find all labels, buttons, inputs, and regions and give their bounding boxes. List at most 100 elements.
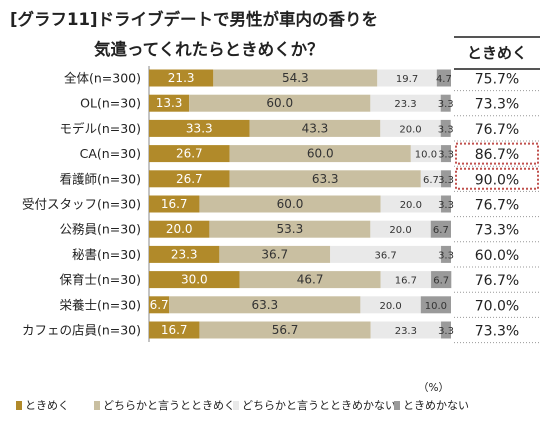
stacked-bar-chart: 全体(n=300) 21.3 54.3 19.7 4.7 75.7% OL(n=30) 13.…	[22, 66, 540, 344]
category-label: 受付スタッフ(n=30)	[22, 197, 141, 212]
data-label: 33.3	[186, 121, 213, 135]
chart-title-line2: 気遣ってくれたらときめくか？	[94, 40, 324, 59]
legend-item: どちらかと言うとときめかない	[233, 400, 396, 412]
legend-swatch	[94, 401, 100, 410]
data-label: 21.3	[168, 71, 195, 85]
data-label: 43.3	[302, 121, 329, 135]
legend-item: ときめかない	[394, 400, 469, 412]
data-label: 16.7	[395, 276, 417, 287]
total-highlight-box	[455, 142, 539, 165]
data-label: 60.0	[307, 147, 334, 161]
bar-segment	[149, 245, 220, 263]
legend-label: ときめかない	[403, 399, 469, 412]
bar-segment	[440, 94, 451, 112]
legend-item: どちらかと言うとときめく	[94, 400, 235, 412]
legend-label: どちらかと言うとときめく	[103, 399, 235, 412]
data-label: 60.0	[277, 197, 304, 211]
bar-segment	[149, 195, 200, 213]
data-label: 10.0	[415, 150, 437, 161]
data-label: 54.3	[282, 71, 309, 85]
total-value: 70.0%	[475, 298, 519, 314]
data-label: 16.7	[161, 197, 188, 211]
data-label: 6.7	[150, 298, 169, 312]
data-label: 26.7	[176, 147, 203, 161]
bar-segment	[360, 296, 421, 314]
data-label: 36.7	[374, 250, 396, 261]
bar-segment	[149, 94, 190, 112]
legend-label: ときめく	[25, 399, 69, 412]
bar-segment	[149, 271, 240, 289]
bar-segment	[431, 271, 452, 289]
bar-segment	[169, 296, 361, 314]
bar-segment	[420, 296, 451, 314]
data-label: 46.7	[297, 273, 324, 287]
data-label: 20.0	[389, 225, 411, 236]
data-label: 20.0	[166, 222, 193, 236]
bar-segment	[370, 220, 431, 238]
category-label: 全体(n=300)	[64, 71, 141, 86]
bar-segment	[199, 195, 381, 213]
bar-segment	[149, 69, 214, 87]
data-label: 20.0	[400, 200, 422, 211]
bar-segment	[149, 220, 210, 238]
data-label: 10.0	[425, 301, 447, 312]
bar-segment	[377, 69, 437, 87]
category-label: カフェの店員(n=30)	[22, 323, 141, 338]
data-label: 16.7	[161, 323, 188, 337]
category-label: 公務員(n=30)	[59, 222, 141, 237]
chart-title-line1: [グラフ11]ドライブデートで男性が車内の香りを	[10, 10, 379, 29]
bar-segment	[229, 145, 411, 163]
bar-segment	[441, 245, 451, 263]
legend-label: どちらかと言うとときめかない	[242, 399, 396, 412]
bar-segment	[209, 220, 371, 238]
unit-label: （%）	[418, 382, 449, 394]
bar-segment	[410, 145, 442, 163]
total-value: 73.3%	[475, 324, 519, 340]
data-label: 20.0	[399, 124, 421, 135]
legend-swatch	[394, 401, 400, 410]
bar-segment	[380, 271, 432, 289]
data-label: 3.3	[438, 200, 454, 211]
bar-segment	[149, 145, 230, 163]
category-label: 秘書(n=30)	[72, 247, 141, 262]
total-value: 76.7%	[475, 122, 519, 138]
total-value: 73.3%	[475, 97, 519, 113]
bar-segment	[370, 321, 442, 339]
bar-segment	[249, 119, 381, 137]
data-label: 60.0	[266, 96, 293, 110]
data-label: 3.3	[438, 124, 454, 135]
data-label: 56.7	[272, 323, 299, 337]
bar-segment	[239, 271, 381, 289]
bar-segment	[229, 170, 421, 188]
category-label: モデル(n=30)	[59, 121, 141, 136]
bar-segment	[149, 170, 230, 188]
data-label: 36.7	[261, 247, 288, 261]
data-label: 26.7	[176, 172, 203, 186]
bar-segment	[189, 94, 371, 112]
data-label: 4.7	[436, 74, 452, 85]
bar-segment	[370, 94, 441, 112]
data-label: 3.3	[438, 326, 454, 337]
bar-segment	[213, 69, 378, 87]
data-label: 13.3	[156, 96, 183, 110]
total-value: 76.7%	[475, 273, 519, 289]
bar-segment	[430, 220, 451, 238]
data-label: 20.0	[379, 301, 401, 312]
legend-item: ときめく	[16, 400, 69, 412]
totals-column-header: ときめく	[454, 36, 540, 70]
category-label: 栄養士(n=30)	[59, 297, 141, 312]
data-label: 3.3	[438, 99, 454, 110]
bar-segment	[380, 119, 441, 137]
bar-segment	[441, 195, 451, 213]
category-label: 保育士(n=30)	[59, 272, 141, 287]
legend-swatch	[16, 401, 22, 410]
bar-segment	[441, 321, 451, 339]
data-label: 3.3	[438, 150, 454, 161]
data-label: 3.3	[438, 250, 454, 261]
category-label: 看護師(n=30)	[59, 171, 141, 186]
total-value: 60.0%	[475, 248, 519, 264]
data-label: 23.3	[394, 99, 416, 110]
bar-segment	[149, 321, 200, 339]
bar-segment	[219, 245, 331, 263]
bar-segment	[149, 296, 170, 314]
